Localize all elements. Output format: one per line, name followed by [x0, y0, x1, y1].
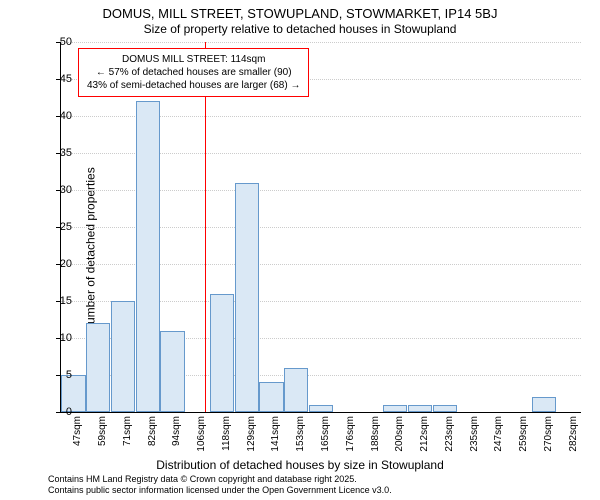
- x-tick-label: 59sqm: [97, 416, 108, 456]
- annotation-line: ← 57% of detached houses are smaller (90…: [87, 66, 300, 79]
- y-tick-label: 5: [66, 369, 72, 381]
- y-tick-label: 20: [60, 258, 72, 270]
- y-tick-label: 15: [60, 295, 72, 307]
- chart-title-main: DOMUS, MILL STREET, STOWUPLAND, STOWMARK…: [0, 6, 600, 21]
- footer-line2: Contains public sector information licen…: [48, 485, 392, 496]
- y-tick: [56, 227, 60, 228]
- y-tick: [56, 79, 60, 80]
- x-tick-label: 188sqm: [370, 416, 381, 456]
- x-tick-label: 200sqm: [394, 416, 405, 456]
- footer-line1: Contains HM Land Registry data © Crown c…: [48, 474, 392, 485]
- x-tick-label: 165sqm: [320, 416, 331, 456]
- histogram-bar: [111, 301, 135, 412]
- x-axis-label: Distribution of detached houses by size …: [0, 458, 600, 472]
- x-tick-label: 94sqm: [171, 416, 182, 456]
- x-tick-label: 247sqm: [493, 416, 504, 456]
- x-tick-label: 71sqm: [122, 416, 133, 456]
- x-tick-label: 259sqm: [518, 416, 529, 456]
- x-tick-label: 153sqm: [295, 416, 306, 456]
- x-tick-label: 106sqm: [196, 416, 207, 456]
- x-tick-label: 270sqm: [543, 416, 554, 456]
- chart-title-sub: Size of property relative to detached ho…: [0, 22, 600, 36]
- y-tick: [56, 42, 60, 43]
- histogram-bar: [86, 323, 110, 412]
- property-marker-line: [205, 42, 206, 412]
- y-tick-label: 45: [60, 73, 72, 85]
- y-tick: [56, 153, 60, 154]
- histogram-bar: [235, 183, 259, 412]
- x-tick-label: 223sqm: [444, 416, 455, 456]
- histogram-bar: [532, 397, 556, 412]
- histogram-bar: [259, 382, 283, 412]
- y-tick: [56, 116, 60, 117]
- histogram-bar: [408, 405, 432, 412]
- histogram-bar: [383, 405, 407, 412]
- x-tick-label: 129sqm: [246, 416, 257, 456]
- x-tick-label: 118sqm: [221, 416, 232, 456]
- plot-area: [60, 42, 581, 413]
- annotation-box: DOMUS MILL STREET: 114sqm← 57% of detach…: [78, 48, 309, 97]
- annotation-line: 43% of semi-detached houses are larger (…: [87, 79, 300, 92]
- histogram-bar: [210, 294, 234, 412]
- x-tick-label: 282sqm: [568, 416, 579, 456]
- x-tick-label: 176sqm: [345, 416, 356, 456]
- y-tick-label: 10: [60, 332, 72, 344]
- y-tick-label: 35: [60, 147, 72, 159]
- chart-container: DOMUS, MILL STREET, STOWUPLAND, STOWMARK…: [0, 0, 600, 500]
- histogram-bar: [61, 375, 85, 412]
- y-tick-label: 25: [60, 221, 72, 233]
- histogram-bar: [136, 101, 160, 412]
- grid-line: [61, 42, 581, 43]
- y-tick: [56, 190, 60, 191]
- footer-text: Contains HM Land Registry data © Crown c…: [48, 474, 392, 496]
- y-tick: [56, 301, 60, 302]
- x-tick-label: 141sqm: [270, 416, 281, 456]
- y-tick-label: 50: [60, 36, 72, 48]
- histogram-bar: [433, 405, 457, 412]
- y-tick-label: 30: [60, 184, 72, 196]
- x-tick-label: 47sqm: [72, 416, 83, 456]
- histogram-bar: [160, 331, 184, 412]
- y-tick-label: 40: [60, 110, 72, 122]
- x-tick-label: 82sqm: [147, 416, 158, 456]
- annotation-line: DOMUS MILL STREET: 114sqm: [87, 53, 300, 66]
- x-tick-label: 212sqm: [419, 416, 430, 456]
- y-tick: [56, 338, 60, 339]
- histogram-bar: [309, 405, 333, 412]
- y-tick: [56, 375, 60, 376]
- histogram-bar: [284, 368, 308, 412]
- y-tick: [56, 264, 60, 265]
- y-tick: [56, 412, 60, 413]
- x-tick-label: 235sqm: [469, 416, 480, 456]
